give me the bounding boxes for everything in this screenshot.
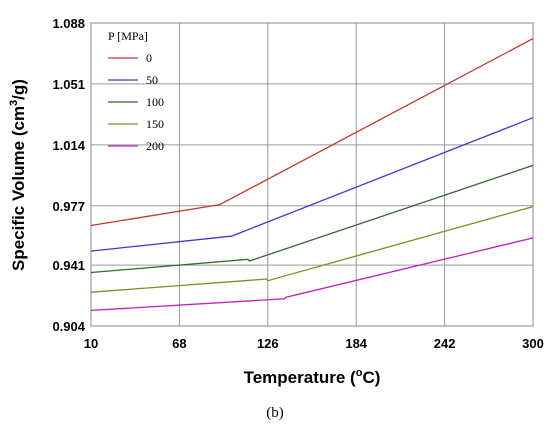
x-axis-title-sup: o <box>356 367 363 379</box>
y-axis-title: Specific Volume (cm3/g) <box>8 79 28 271</box>
x-tick-labels: 10 68 126 184 242 300 <box>84 336 544 351</box>
x-tick-label: 10 <box>84 336 98 351</box>
x-tick-label: 126 <box>257 336 279 351</box>
legend-label-200: 200 <box>146 139 164 153</box>
series-line-0 <box>90 38 534 227</box>
x-axis-title: Temperature (oC) <box>244 367 381 387</box>
legend-label-100: 100 <box>146 95 164 109</box>
y-axis-title-sup: 3 <box>8 100 20 106</box>
legend-items: 0 50 100 150 200 <box>108 51 164 153</box>
y-tick-label: 1.051 <box>52 77 85 92</box>
y-tick-label: 0.977 <box>52 199 85 214</box>
grid <box>91 23 533 326</box>
y-axis-title-end: /g) <box>9 79 28 100</box>
legend-label-0: 0 <box>146 51 152 65</box>
y-axis-title-main: Specific Volume (cm <box>9 106 28 271</box>
series-line-150 <box>90 205 534 293</box>
legend: P [MPa] 0 50 100 150 200 <box>108 29 164 153</box>
y-tick-labels: 0.904 0.941 0.977 1.014 1.051 1.088 <box>52 16 85 334</box>
series-lines <box>90 38 534 312</box>
series-line-100 <box>90 164 534 274</box>
figure-caption: (b) <box>266 405 284 421</box>
x-tick-label: 184 <box>345 336 367 351</box>
x-axis-title-end: C) <box>362 368 380 387</box>
legend-title: P [MPa] <box>108 29 148 43</box>
x-axis-title-main: Temperature ( <box>244 368 356 387</box>
x-tick-label: 242 <box>434 336 456 351</box>
y-tick-label: 1.088 <box>52 16 85 31</box>
plot-frame <box>90 22 534 327</box>
series-line-200 <box>90 237 534 312</box>
legend-label-150: 150 <box>146 117 164 131</box>
y-tick-label: 0.941 <box>52 258 85 273</box>
x-tick-label: 68 <box>172 336 186 351</box>
legend-label-50: 50 <box>146 73 158 87</box>
y-tick-label: 0.904 <box>52 319 85 334</box>
y-tick-label: 1.014 <box>52 138 85 153</box>
series-line-50 <box>90 117 534 252</box>
x-tick-label: 300 <box>522 336 544 351</box>
